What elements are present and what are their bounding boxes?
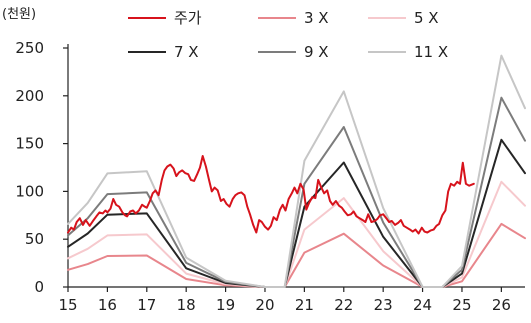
legend: 주가 3 X 5 X 7 X 9 X 11 X	[128, 9, 448, 61]
legend-label: 9 X	[304, 43, 329, 61]
y-tick-label: 200	[15, 87, 44, 105]
series-line-9X	[67, 96, 526, 288]
y-tick-label: 250	[15, 39, 44, 57]
legend-label: 11 X	[414, 43, 448, 61]
x-tick-label: 19	[216, 296, 235, 314]
legend-label: 주가	[174, 9, 202, 27]
y-tick-label: 100	[15, 182, 44, 200]
y-unit-label: (천원)	[2, 7, 36, 22]
legend-label: 5 X	[414, 9, 439, 27]
y-tick-label: 150	[15, 135, 44, 153]
x-tick-label: 23	[374, 296, 393, 314]
series-line-7X	[67, 138, 526, 288]
x-tick-label: 26	[492, 296, 511, 314]
legend-label: 3 X	[304, 9, 329, 27]
x-tick-label: 15	[58, 296, 77, 314]
series-line-주가	[67, 155, 475, 235]
x-tick-label: 21	[295, 296, 314, 314]
x-tick-label: 17	[137, 296, 156, 314]
series-line-3X	[67, 222, 526, 288]
series-line-11X	[67, 54, 526, 288]
x-axis: 15 16 17 18 19 20 21 22 23 24 25 26	[58, 286, 525, 314]
series-line-5X	[67, 180, 526, 288]
plot-area	[67, 54, 526, 288]
x-tick-label: 25	[452, 296, 471, 314]
x-tick-label: 22	[334, 296, 353, 314]
y-axis: 0 50 100 150 200 250	[15, 39, 69, 296]
y-tick-label: 0	[34, 278, 44, 296]
legend-label: 7 X	[174, 43, 199, 61]
y-tick-label: 50	[25, 230, 44, 248]
x-tick-label: 18	[177, 296, 196, 314]
x-tick-label: 16	[98, 296, 117, 314]
x-tick-label: 24	[413, 296, 432, 314]
x-tick-label: 20	[255, 296, 274, 314]
